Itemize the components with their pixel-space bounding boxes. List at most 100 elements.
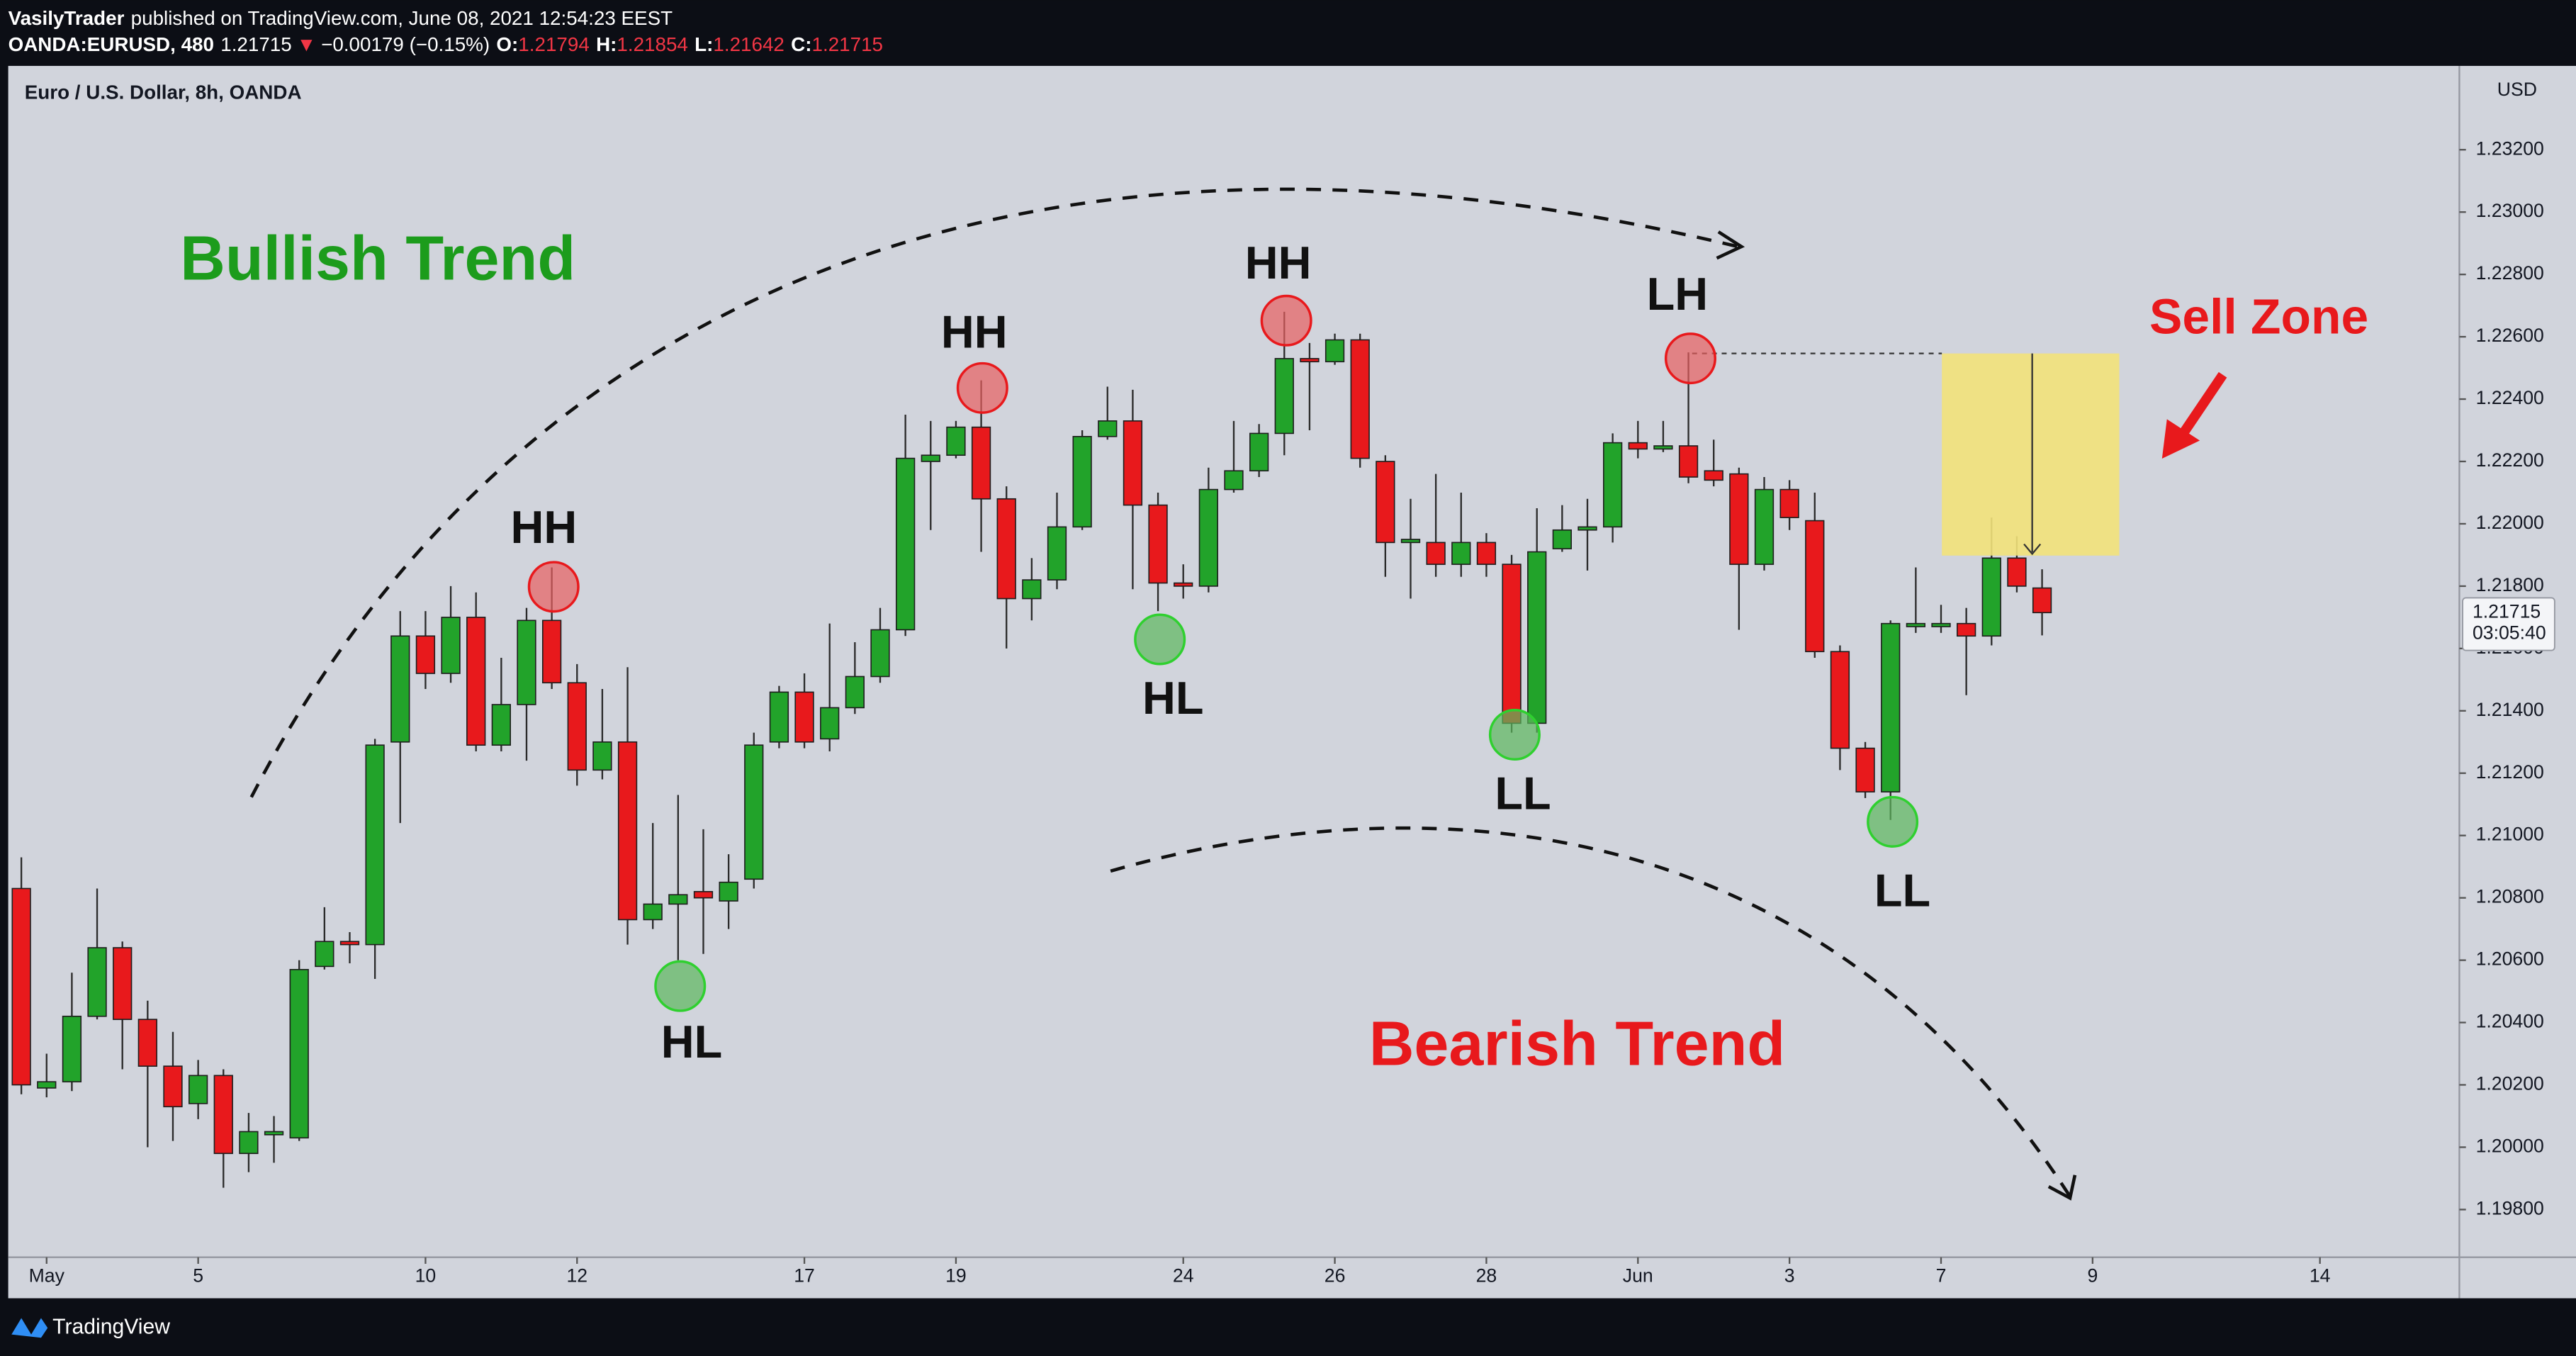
candle-body [1249, 432, 1269, 472]
ohlc-label: L: [694, 33, 713, 55]
candle-body [1779, 488, 1799, 518]
candle-body [971, 426, 991, 500]
candle-body [1451, 542, 1471, 565]
ohlc-value: 1.21794 [518, 33, 589, 55]
candle-body [466, 617, 486, 746]
candle-body [643, 903, 663, 921]
x-tick-label: 14 [2310, 1265, 2331, 1287]
x-tick-label: 17 [794, 1265, 815, 1287]
candle-body [1047, 526, 1067, 581]
y-tick-label: 1.22200 [2476, 449, 2544, 471]
header-line: VasilyTrader published on TradingView.com… [9, 7, 673, 29]
candle-body [996, 498, 1016, 600]
y-tick-label: 1.23200 [2476, 138, 2544, 159]
swing-low [1488, 708, 1541, 761]
ohlc-value: 1.21715 [812, 33, 883, 55]
chart-title: Euro / U.S. Dollar, 8h, OANDA [25, 82, 302, 103]
symbol: OANDA:EURUSD, 480 [9, 33, 214, 55]
x-tick-label: Jun [1623, 1265, 1653, 1287]
candle-body [895, 457, 916, 631]
candle-body [820, 707, 840, 740]
candle-body [2032, 587, 2052, 614]
candle-body [1704, 470, 1723, 481]
countdown: 03:05:40 [2473, 622, 2546, 643]
candle-body [390, 635, 410, 743]
y-tick-label: 1.21400 [2476, 699, 2544, 720]
annotation: LL [1495, 768, 1551, 819]
annotation: Sell Zone [2149, 289, 2368, 344]
candle-body [1098, 420, 1118, 437]
candle-body [339, 941, 360, 946]
annotation: HH [510, 501, 577, 553]
candle-body [1527, 551, 1547, 724]
swing-low [1867, 795, 1919, 848]
candle-body [365, 744, 385, 946]
candle-body [1981, 557, 2001, 637]
candle-body [1224, 470, 1244, 491]
x-tick-label: 7 [1936, 1265, 1947, 1287]
candle-body [2007, 557, 2027, 587]
annotation: HH [1245, 237, 1312, 288]
swing-low [654, 960, 707, 1012]
y-tick-label: 1.22400 [2476, 387, 2544, 408]
candle-body [188, 1075, 208, 1104]
candle-body [1805, 520, 1825, 653]
arrowhead [2047, 1175, 2077, 1201]
author: VasilyTrader [9, 7, 125, 29]
footer [0, 1298, 2576, 1356]
x-tick-label: 28 [1476, 1265, 1497, 1287]
arrowhead [2023, 543, 2042, 556]
candle-body [1502, 564, 1522, 724]
x-tick-label: May [29, 1265, 65, 1287]
y-tick-label: 1.20000 [2476, 1135, 2544, 1156]
candle-body [719, 881, 738, 902]
annotation: LL [1874, 864, 1930, 916]
sell-zone [1942, 353, 2120, 556]
candle-body [1754, 488, 1774, 565]
candle-body [870, 629, 890, 678]
candle-body [617, 741, 638, 921]
arrow: ▼ [297, 33, 317, 55]
ohlc-value: 1.21854 [617, 33, 687, 55]
ohlc-label: C: [791, 33, 811, 55]
candle-body [1072, 436, 1092, 528]
y-tick-label: 1.22800 [2476, 262, 2544, 284]
x-tick-label: 5 [193, 1265, 203, 1287]
candle-body [289, 968, 309, 1139]
annotation: Bearish Trend [1369, 1009, 1785, 1079]
swing-high [1664, 332, 1716, 385]
y-tick-label: 1.22000 [2476, 512, 2544, 533]
header-quote: OANDA:EURUSD, 480 1.21715 ▼ −0.00179 (−0.15… [9, 33, 883, 55]
candle-body [1603, 442, 1623, 528]
candle-body [693, 891, 714, 899]
last-price: 1.21715 [2473, 600, 2541, 622]
candle-body [239, 1131, 259, 1155]
candle-body [415, 635, 436, 674]
bearish-arc [1110, 826, 2071, 1198]
candle-body [946, 426, 966, 456]
candle-body [517, 620, 536, 705]
candle-body [744, 744, 764, 880]
candle-body [1174, 582, 1193, 587]
bullish-arc [249, 187, 1739, 798]
candle-body [1426, 542, 1446, 565]
y-tick-label: 1.20800 [2476, 886, 2544, 907]
currency: USD [2497, 79, 2537, 100]
candle-body [1300, 358, 1320, 363]
x-tick-label: 3 [1784, 1265, 1795, 1287]
candle-body [567, 682, 587, 771]
candle-body [1376, 461, 1395, 544]
candle-body [315, 941, 334, 968]
pointer-head [2161, 419, 2200, 459]
candles [11, 311, 2052, 1188]
x-tick-label: 19 [945, 1265, 967, 1287]
candle-body [163, 1065, 183, 1108]
candle-body [62, 1015, 82, 1082]
candle-body [1729, 473, 1749, 565]
candle-body [794, 691, 814, 743]
y-tick-label: 1.20600 [2476, 948, 2544, 970]
y-tick-label: 1.19800 [2476, 1197, 2544, 1218]
x-tick-label: 10 [415, 1265, 437, 1287]
x-tick-label: 9 [2087, 1265, 2098, 1287]
